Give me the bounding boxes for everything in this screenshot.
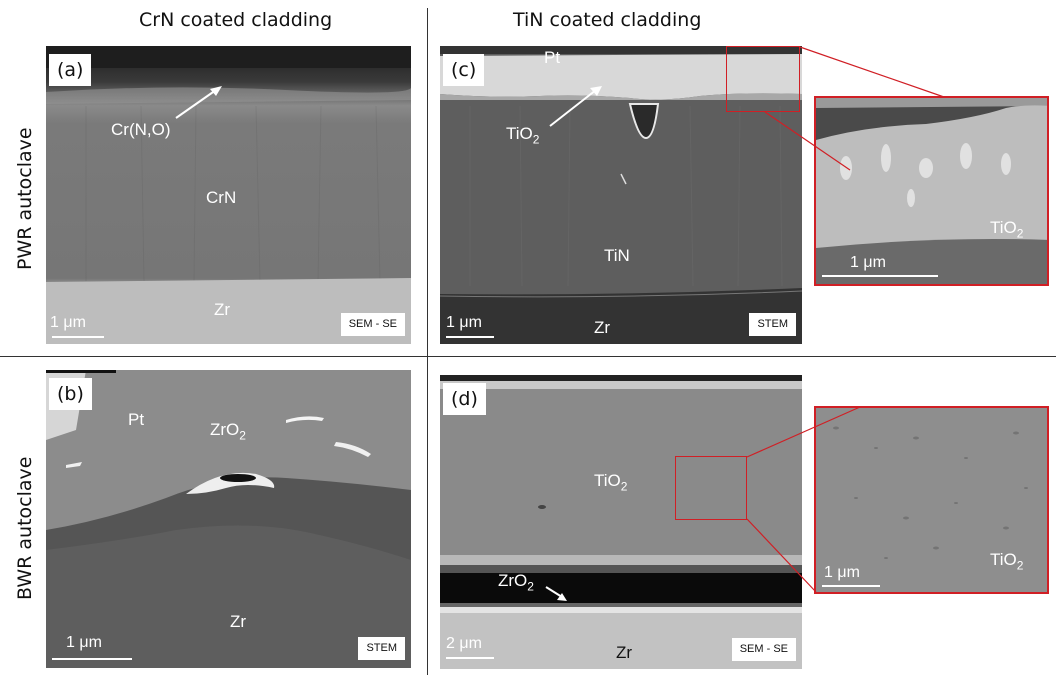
label-tio2-zoom-d-sub: 2 [1016, 558, 1024, 573]
label-zro2-b-main: ZrO [210, 420, 240, 439]
scale-bar-d [446, 657, 494, 659]
label-tio2-zoom-d-main: TiO [990, 550, 1017, 569]
column-heading-crn: CrN coated cladding [139, 9, 333, 31]
scale-text-d: 2 μm [446, 635, 482, 652]
label-zr-c: Zr [594, 318, 611, 337]
label-tio2-c: TiO2 [506, 124, 539, 146]
label-tio2-zoom-c-main: TiO [990, 218, 1017, 237]
micrograph-d-image [440, 375, 802, 669]
imaging-mode-d: SEM - SE [731, 638, 796, 661]
label-zro2-d-sub: 2 [527, 579, 534, 594]
micrograph-d: (d) TiO2 ZrO2 Zr 2 μm SEM - SE [440, 375, 802, 669]
label-cr-n-o: Cr(N,O) [111, 120, 171, 139]
scale-bar-b [52, 658, 132, 660]
micrograph-b-image [46, 370, 411, 668]
scale-text-c: 1 μm [446, 314, 482, 331]
label-tio2-c-main: TiO [506, 124, 533, 143]
horizontal-divider [0, 356, 1056, 357]
label-tio2-d-main: TiO [594, 471, 621, 490]
label-tio2-c-sub: 2 [532, 132, 540, 147]
scale-text-a: 1 μm [50, 314, 86, 331]
scale-text-zoom-c: 1 μm [850, 254, 886, 271]
scale-bar-a [52, 336, 104, 338]
imaging-mode-a: SEM - SE [340, 313, 405, 336]
label-zro2-d: ZrO2 [498, 571, 534, 593]
micrograph-c-image [440, 46, 802, 344]
label-zr-b: Zr [230, 612, 247, 631]
imaging-mode-b: STEM [358, 637, 405, 660]
label-tio2-d: TiO2 [594, 471, 627, 493]
zoom-region-c [726, 46, 800, 112]
label-pt-b: Pt [128, 410, 145, 429]
micrograph-a: (a) Cr(N,O) CrN Zr 1 μm SEM - SE [46, 46, 411, 344]
label-tio2-zoom-c: TiO2 [990, 218, 1023, 240]
connector-c-top [799, 46, 945, 98]
vertical-divider [427, 8, 428, 675]
label-zr-a: Zr [214, 300, 231, 319]
panel-d-tag: (d) [443, 383, 486, 415]
scale-bar-zoom-c [822, 275, 938, 277]
zoom-region-d [675, 456, 747, 520]
panel-c-tag: (c) [443, 54, 485, 86]
label-zr-d: Zr [616, 643, 633, 662]
micrograph-c: (c) Pt TiO2 TiN Zr 1 μm STEM [440, 46, 802, 344]
label-zro2-b-sub: 2 [239, 428, 246, 443]
scale-text-zoom-d: 1 μm [824, 564, 860, 581]
label-tin: TiN [604, 246, 630, 265]
label-tio2-zoom-d: TiO2 [990, 550, 1023, 572]
label-tio2-d-sub: 2 [620, 479, 628, 494]
scale-bar-c [446, 336, 494, 338]
label-zro2-d-main: ZrO [498, 571, 528, 590]
zoom-inset-c-image [816, 98, 1047, 284]
micrograph-a-image [46, 46, 411, 344]
imaging-mode-c: STEM [749, 313, 796, 336]
label-tio2-zoom-c-sub: 2 [1016, 226, 1024, 241]
panel-b-tag: (b) [49, 378, 92, 410]
zoom-inset-c: TiO2 1 μm [814, 96, 1049, 286]
zoom-inset-d: TiO2 1 μm [814, 406, 1049, 594]
panel-a-tag: (a) [49, 54, 92, 86]
label-pt-c: Pt [544, 48, 561, 67]
label-crn: CrN [206, 188, 237, 207]
micrograph-b: (b) Pt ZrO2 Zr 1 μm STEM [46, 370, 411, 668]
column-heading-tin: TiN coated cladding [513, 9, 702, 31]
label-zro2-b: ZrO2 [210, 420, 246, 442]
scale-bar-zoom-d [822, 585, 880, 587]
row-heading-pwr: PWR autoclave [14, 127, 36, 270]
row-heading-bwr: BWR autoclave [14, 456, 36, 600]
scale-text-b: 1 μm [66, 634, 102, 651]
